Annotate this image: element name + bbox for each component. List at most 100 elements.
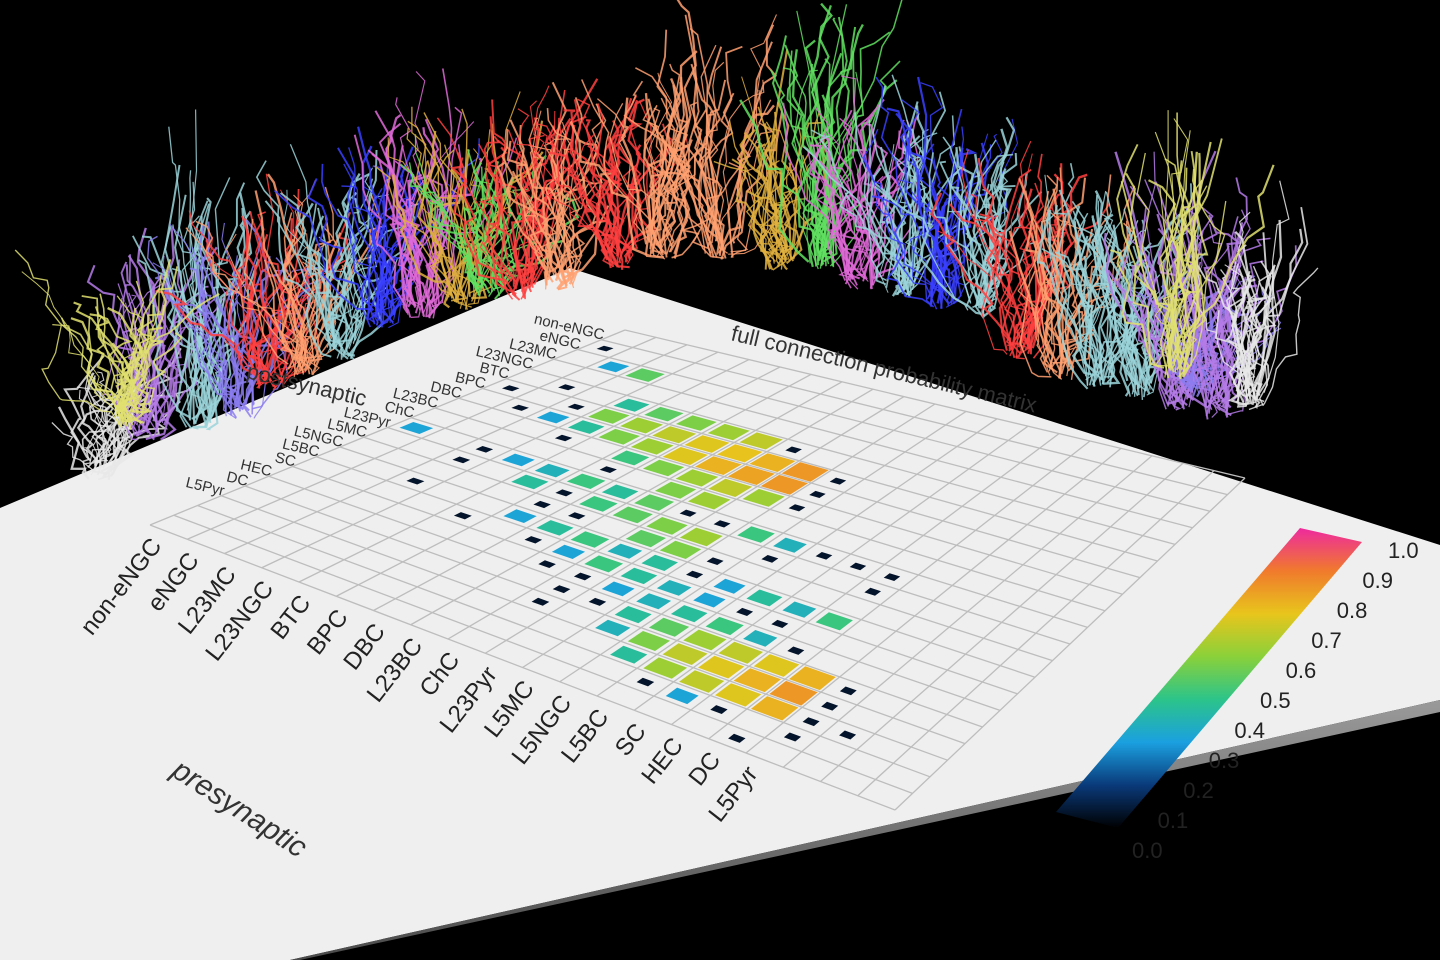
grid-line xyxy=(244,485,966,745)
row-label: SC xyxy=(273,449,297,470)
matrix-cell xyxy=(406,477,425,485)
matrix-cell xyxy=(662,447,708,465)
matrix-cell xyxy=(567,403,585,410)
matrix-cell xyxy=(630,438,674,455)
matrix-cell xyxy=(652,426,697,444)
matrix-cell xyxy=(475,446,494,453)
neuron-morphology xyxy=(1191,180,1319,411)
grid-line xyxy=(522,403,936,669)
matrix-cell xyxy=(761,555,779,563)
matrix-cell xyxy=(599,466,617,473)
matrix-cell xyxy=(728,733,746,743)
matrix-cell xyxy=(679,670,725,693)
matrix-cell xyxy=(695,456,742,475)
grid-line xyxy=(149,524,896,811)
matrix-cell xyxy=(781,462,829,482)
colorbar-tick-label: 0.1 xyxy=(1158,808,1189,833)
matrix-cell xyxy=(742,488,785,507)
matrix-cell xyxy=(620,417,663,434)
matrix-cell xyxy=(839,686,857,696)
matrix-cell xyxy=(753,654,800,677)
matrix-cell xyxy=(679,527,723,547)
matrix-cell xyxy=(601,581,635,597)
colorbar-tick-label: 0.5 xyxy=(1260,688,1291,713)
matrix-cell xyxy=(782,601,817,618)
matrix-cell xyxy=(864,587,881,596)
matrix-cell xyxy=(707,423,750,441)
grid-line xyxy=(671,433,1060,726)
matrix-cell xyxy=(558,384,576,391)
grid-line xyxy=(363,436,1053,662)
grid-line xyxy=(894,477,1246,811)
row-label: HEC xyxy=(239,456,274,480)
matrix-cell xyxy=(760,474,808,495)
colorbar-tick-label: 0.7 xyxy=(1311,628,1342,653)
matrix-cell xyxy=(809,490,826,498)
matrix-cell xyxy=(511,404,529,411)
grid-line xyxy=(316,456,1018,695)
matrix-cell xyxy=(538,560,556,568)
neuron-morphology xyxy=(14,249,220,431)
grid-line xyxy=(268,475,983,728)
matrix-cell xyxy=(627,631,670,651)
matrix-cell xyxy=(708,478,753,497)
matrix-cell xyxy=(568,512,586,520)
matrix-cell xyxy=(785,446,802,454)
matrix-cell xyxy=(769,680,818,706)
matrix-cell xyxy=(642,459,685,477)
matrix-cell xyxy=(788,504,806,512)
matrix-cell xyxy=(670,605,708,623)
matrix-cell xyxy=(718,641,763,664)
matrix-cell xyxy=(502,385,520,392)
matrix-cell xyxy=(683,629,727,651)
matrix-cell xyxy=(636,593,672,610)
neuron-morphology xyxy=(1110,110,1275,380)
matrix-cell xyxy=(706,557,724,565)
matrix-cell xyxy=(570,531,610,548)
matrix-cell xyxy=(713,578,746,594)
matrix-cell xyxy=(849,562,867,571)
matrix-cell xyxy=(555,489,573,497)
grid-line xyxy=(633,425,1029,711)
matrix-cell xyxy=(710,705,728,714)
matrix-cell xyxy=(596,345,614,352)
neuron-morphology xyxy=(273,126,480,329)
matrix-cell xyxy=(511,474,549,490)
matrix-cell xyxy=(715,683,762,707)
matrix-cell xyxy=(746,589,783,607)
matrix-cell xyxy=(662,643,708,665)
matrix-cell xyxy=(646,517,688,535)
matrix-cell xyxy=(595,619,631,637)
matrix-cell xyxy=(566,473,606,489)
matrix-cell xyxy=(686,570,704,579)
matrix-cell xyxy=(584,555,624,573)
matrix-cell xyxy=(503,509,537,523)
matrix-cell xyxy=(656,580,692,596)
colorbar-tick-label: 0.3 xyxy=(1209,748,1240,773)
neuron-morphology xyxy=(496,81,614,291)
matrix-cell xyxy=(644,406,684,422)
grid-line xyxy=(173,514,913,795)
matrix-cell xyxy=(612,506,653,524)
matrix-cell xyxy=(687,491,731,510)
grid-line xyxy=(596,418,998,697)
matrix-cell xyxy=(601,484,639,500)
matrix-cell xyxy=(598,428,640,445)
matrix-cell xyxy=(737,526,775,543)
grid-line xyxy=(339,446,1036,678)
matrix-cell xyxy=(693,592,726,608)
matrix-cell xyxy=(534,463,570,478)
matrix-cell xyxy=(648,617,690,637)
matrix-cell xyxy=(802,717,820,727)
matrix-cell xyxy=(607,543,643,559)
colorbar-tick-label: 0.8 xyxy=(1337,598,1368,623)
grid-line xyxy=(820,462,1184,782)
matrix-cell xyxy=(453,512,472,520)
grid-line xyxy=(708,440,1091,740)
matrix-cell xyxy=(643,657,688,679)
matrix-cell xyxy=(533,500,551,509)
grid-line xyxy=(221,495,948,761)
matrix-cell xyxy=(749,453,796,472)
matrix-cell xyxy=(675,415,717,431)
matrix-cell xyxy=(588,597,607,606)
